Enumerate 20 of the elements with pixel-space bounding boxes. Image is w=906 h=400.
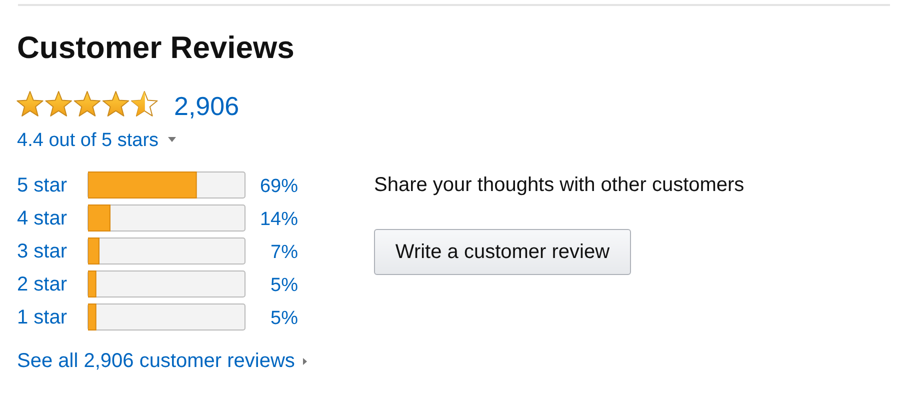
chart-title: Customer Reviews bbox=[17, 29, 294, 66]
button: Write a customer review bbox=[374, 229, 631, 275]
y-tick-label: 2 star bbox=[17, 274, 68, 296]
data-label: 5% bbox=[270, 308, 298, 329]
text: Share your thoughts with other customers bbox=[374, 173, 744, 197]
bar bbox=[88, 238, 100, 264]
data-label: 14% bbox=[260, 208, 298, 230]
bar bbox=[88, 270, 96, 298]
text: 4.4 out of 5 stars bbox=[17, 129, 159, 152]
data-label: 69% bbox=[260, 176, 298, 197]
text: 2,906 bbox=[174, 91, 240, 122]
y-tick-label: 5 star bbox=[17, 174, 68, 197]
text: See all 2,906 customer reviews bbox=[17, 349, 295, 373]
data-label: 7% bbox=[270, 242, 298, 263]
bar bbox=[88, 204, 110, 232]
y-tick-label: 4 star bbox=[17, 208, 68, 230]
y-tick-label: 3 star bbox=[17, 240, 68, 263]
y-tick-label: 1 star bbox=[17, 306, 68, 329]
bar bbox=[88, 304, 96, 330]
data-label: 5% bbox=[270, 274, 298, 296]
